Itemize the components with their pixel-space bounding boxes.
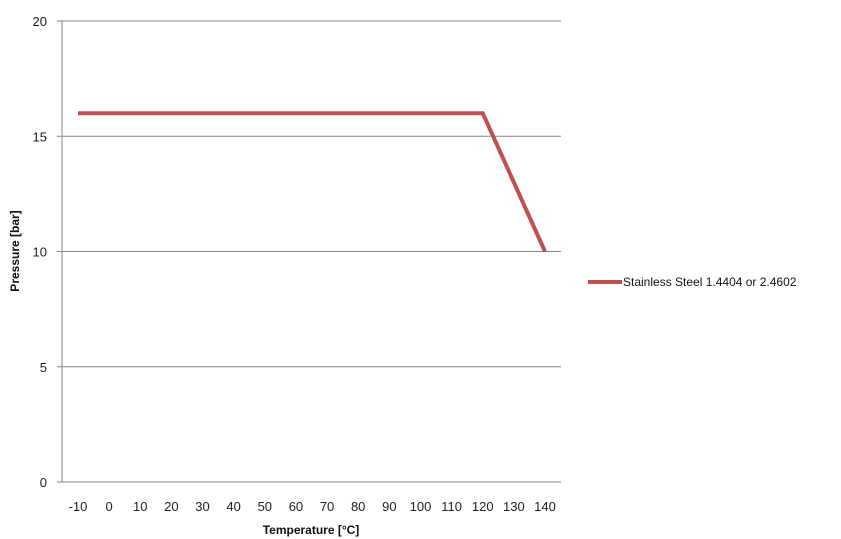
x-tick-label: 50: [258, 499, 272, 514]
x-tick-label: 0: [106, 499, 113, 514]
y-tick-label: 10: [33, 245, 47, 260]
legend: Stainless Steel 1.4404 or 2.4602: [588, 275, 797, 289]
x-tick-labels: -10 0 10 20 30 40 50 60 70 80 90 100 110 120 130 140: [69, 499, 556, 514]
x-tick-label: 130: [503, 499, 525, 514]
gridlines: [62, 20, 561, 368]
x-tick-label: 30: [195, 499, 209, 514]
x-tick-label: 40: [226, 499, 240, 514]
x-tick-label: 10: [133, 499, 147, 514]
x-tick-label: 90: [382, 499, 396, 514]
x-tick-label: 20: [164, 499, 178, 514]
y-tick-label: 20: [33, 14, 47, 29]
x-tick-label: 100: [410, 499, 432, 514]
y-tick-labels: 0 5 10 15 20: [33, 14, 47, 490]
series-line: [78, 111, 547, 253]
y-tick-label: 5: [40, 360, 47, 375]
legend-entry-label: Stainless Steel 1.4404 or 2.4602: [623, 275, 797, 289]
x-tick-label: -10: [69, 499, 88, 514]
y-tick-label: 0: [40, 475, 47, 490]
x-tick-label: 120: [472, 499, 494, 514]
x-axis-title: Temperature [°C]: [263, 523, 360, 537]
axes: [57, 20, 561, 483]
x-tick-label: 70: [320, 499, 334, 514]
x-tick-label: 110: [441, 499, 462, 514]
y-tick-label: 15: [33, 129, 47, 144]
y-axis-title: Pressure [bar]: [8, 210, 22, 291]
plot-area: [78, 111, 547, 253]
x-tick-label: 60: [289, 499, 303, 514]
x-tick-label: 140: [534, 499, 556, 514]
x-tick-label: 80: [351, 499, 365, 514]
